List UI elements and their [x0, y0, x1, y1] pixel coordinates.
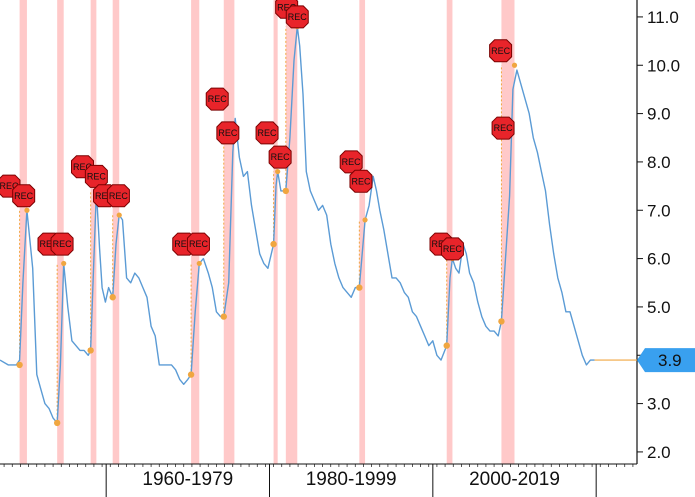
rec-marker-shape [12, 184, 36, 208]
recession-band [90, 0, 97, 464]
y-tick-label: 11.0 [647, 8, 679, 27]
rec-marker-label: REC [189, 239, 209, 249]
rec-marker: REC [349, 169, 373, 193]
recession-peak-dot [61, 260, 67, 267]
rec-marker: REC [489, 39, 513, 63]
rec-marker: REC [268, 145, 292, 169]
rec-marker-shape [205, 87, 229, 111]
rec-marker-label: REC [14, 191, 34, 201]
recession-band [446, 0, 453, 464]
rec-marker: REC [84, 164, 108, 188]
recession-start-dot [443, 342, 450, 349]
rec-marker-label: REC [39, 239, 59, 249]
current-value-badge-shape [637, 348, 695, 373]
recession-peak-dot [196, 260, 202, 267]
x-period-label: 2000-2019 [469, 469, 560, 490]
recession-start-dot [356, 284, 363, 291]
y-tick-label: 2.0 [647, 443, 671, 462]
rec-marker-label: REC [174, 239, 194, 249]
recession-band [112, 0, 120, 464]
rec-marker-label: REC [95, 191, 115, 201]
recession-start-dot [270, 240, 277, 248]
recession-bands [19, 0, 515, 464]
x-axis: 1960-1979 1980-1999 2000-2019 [0, 463, 637, 497]
recession-band [501, 0, 515, 464]
current-value-label: 3.9 [658, 351, 682, 370]
recession-start-dot [282, 187, 290, 195]
rec-marker-shape [440, 237, 464, 261]
rec-marker: REC [205, 87, 229, 111]
rec-marker: REC [186, 232, 210, 256]
rec-marker-label: REC [288, 12, 308, 22]
rec-marker: REC [50, 232, 74, 256]
rec-marker: REC [216, 121, 240, 145]
rec-marker-shape [255, 121, 279, 145]
recession-start-dot [109, 294, 116, 301]
y-tick-label: 9.0 [647, 105, 671, 124]
recession-start-dots [16, 23, 518, 427]
rec-marker-shape [489, 39, 513, 63]
rec-marker-shape [491, 116, 515, 140]
recession-band [273, 0, 278, 464]
y-tick-label: 5.0 [647, 298, 671, 317]
rec-marker: REC [106, 184, 130, 208]
recession-band [191, 0, 200, 464]
y-axis: 2.03.04.05.06.07.08.09.010.011.0 [636, 0, 680, 464]
rec-marker: REC [491, 116, 515, 140]
recession-peak-dot [511, 62, 518, 68]
rec-marker: REC [339, 150, 363, 174]
y-tick-label: 8.0 [647, 153, 671, 172]
recession-band [359, 0, 366, 464]
recession-start-dot [53, 419, 61, 427]
y-tick-label: 10.0 [647, 56, 680, 75]
rec-marker-label: REC [53, 239, 73, 249]
rec-marker-label: REC [443, 244, 463, 254]
x-period-label: 1980-1999 [306, 469, 397, 490]
rec-marker-label: REC [208, 94, 228, 104]
recession-start-dot [498, 318, 505, 325]
rec-marker-label: REC [342, 157, 362, 167]
rec-marker-label: REC [109, 191, 129, 201]
recession-peak-dot [116, 212, 122, 218]
recession-peak-dot [362, 217, 368, 223]
recession-band [19, 0, 27, 464]
rec-marker-label: REC [351, 176, 371, 186]
rec-marker: REC [285, 5, 309, 29]
current-value-badge: 3.9 [594, 348, 695, 373]
rec-marker-label: REC [258, 128, 278, 138]
rec-marker-shape [216, 121, 240, 145]
recession-band [223, 0, 235, 464]
rec-marker-shape [349, 169, 373, 193]
rec-marker-shape [285, 5, 309, 29]
rec-marker-label: REC [0, 181, 19, 191]
rec-marker-shape [268, 145, 292, 169]
rec-marker: REC [12, 184, 36, 208]
recession-peak-dot [24, 207, 30, 213]
rec-marker-label: REC [277, 2, 297, 12]
recession-start-dot [87, 347, 94, 354]
recession-band [57, 0, 64, 464]
recession-band [285, 0, 298, 464]
x-period-label: 1960-1979 [142, 469, 233, 490]
rec-marker-label: REC [491, 46, 511, 56]
rec-marker-label: REC [494, 123, 514, 133]
rec-marker-label: REC [218, 128, 238, 138]
recession-start-dot [16, 361, 23, 369]
rec-marker: REC [255, 121, 279, 145]
rec-marker-shape [186, 232, 210, 256]
rec-marker-shape [106, 184, 130, 208]
y-tick-label: 7.0 [647, 201, 671, 220]
rec-marker-shape [50, 232, 74, 256]
y-tick-label: 6.0 [647, 250, 671, 269]
rec-marker: REC [440, 237, 464, 261]
y-tick-label: 3.0 [647, 395, 671, 414]
rec-marker-label: REC [271, 152, 291, 162]
rec-marker-label: REC [87, 171, 107, 181]
recession-start-dot [187, 371, 195, 378]
recession-start-dot [220, 313, 227, 320]
rec-marker-label: REC [73, 162, 93, 172]
recession-peak-dot [275, 168, 281, 175]
